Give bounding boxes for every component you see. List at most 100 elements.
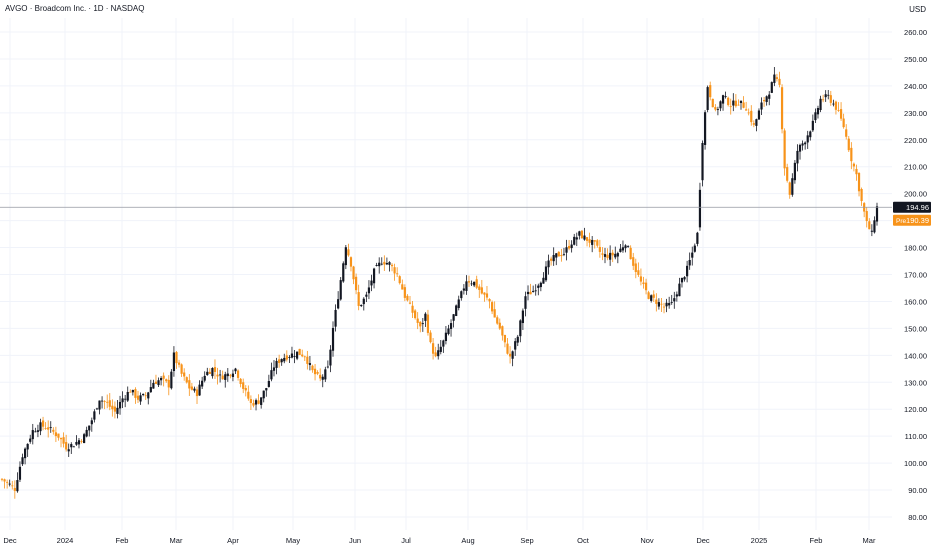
candle-body — [65, 442, 68, 450]
y-tick-label: 80.00 — [908, 513, 927, 522]
candle-body — [822, 99, 825, 101]
candle — [611, 249, 614, 263]
currency-label[interactable]: USD — [909, 5, 926, 14]
candle — [129, 389, 132, 393]
candle — [278, 354, 281, 368]
candle — [198, 380, 201, 396]
candle — [372, 267, 376, 289]
candle — [626, 245, 630, 248]
candle-body — [801, 143, 804, 146]
candle-body — [839, 109, 843, 119]
candle — [208, 368, 211, 374]
candle — [791, 173, 794, 197]
candle — [668, 296, 671, 309]
candle — [59, 437, 63, 448]
candle — [827, 89, 830, 100]
candle-body — [873, 220, 876, 233]
candle — [567, 239, 571, 251]
candle-body — [709, 85, 712, 98]
candle — [783, 128, 786, 176]
candle-body — [511, 351, 514, 359]
candle — [757, 108, 761, 120]
candle-body — [41, 420, 45, 427]
candle-body — [44, 428, 47, 429]
candle-body — [557, 251, 560, 257]
candle-body — [226, 373, 229, 377]
candle — [493, 301, 496, 318]
candle — [652, 290, 655, 303]
candle — [875, 202, 879, 226]
candle-body — [301, 354, 304, 357]
candle — [670, 294, 673, 305]
candle-body — [295, 351, 299, 359]
candle — [65, 434, 68, 452]
candle — [452, 313, 455, 328]
candle — [301, 349, 304, 358]
candle — [537, 283, 540, 296]
candle-body — [691, 252, 694, 258]
candle — [98, 400, 101, 415]
candle — [755, 118, 758, 132]
candle — [231, 369, 235, 382]
candle-body — [393, 267, 396, 274]
candle — [662, 302, 666, 314]
candle-body — [162, 375, 165, 379]
y-tick-label: 210.00 — [904, 163, 927, 172]
candle — [295, 351, 299, 361]
candle — [426, 309, 430, 336]
candle — [342, 261, 345, 283]
candle-body — [616, 253, 619, 257]
candle-body — [780, 87, 784, 130]
candle-body — [103, 401, 106, 402]
candle — [8, 479, 11, 487]
candle-body — [431, 343, 435, 354]
candle-body — [701, 142, 704, 181]
candle-body — [434, 352, 437, 357]
candle-body — [21, 457, 24, 465]
candle-body — [555, 253, 558, 258]
candle — [475, 275, 478, 290]
candle-body — [270, 370, 273, 380]
candle-body — [62, 437, 65, 444]
candle-body — [337, 299, 340, 309]
x-tick-label: Oct — [577, 536, 590, 545]
candle — [773, 67, 776, 87]
candle-body — [36, 430, 40, 432]
candle-body — [686, 265, 689, 277]
candle-body — [372, 268, 376, 284]
candle-body — [90, 420, 93, 425]
candle — [762, 97, 766, 107]
candle — [175, 350, 178, 369]
candle — [41, 416, 45, 431]
candle — [588, 232, 591, 248]
candle — [357, 284, 360, 311]
candle-body — [655, 299, 658, 304]
candle — [434, 346, 437, 358]
candle-body — [70, 444, 73, 448]
candle-body — [483, 292, 486, 295]
candle — [516, 334, 519, 347]
candle — [665, 298, 668, 313]
candle-body — [344, 247, 347, 266]
candle-body — [206, 371, 209, 376]
y-tick-label: 150.00 — [904, 324, 927, 333]
candle — [257, 394, 260, 405]
candle-body — [675, 294, 678, 297]
candle — [765, 95, 768, 106]
candle — [347, 243, 350, 257]
candle-body — [480, 287, 483, 294]
candle-body — [570, 244, 573, 249]
candle — [657, 298, 660, 310]
price-axis[interactable]: 80.00 90.00 100.00 110.00 120.00 130.00 140.00… — [904, 28, 927, 522]
time-axis[interactable]: Dec 2024 Feb Mar Apr May Jun Jul Aug Sep Oct Nov Dec… — [3, 536, 876, 545]
candle-body — [657, 302, 660, 307]
candle-body — [827, 94, 830, 96]
candle-body — [788, 182, 791, 195]
candle-body — [465, 281, 468, 291]
candle — [365, 291, 368, 303]
candle — [54, 426, 57, 443]
candle-body — [470, 283, 473, 285]
candle-body — [54, 432, 57, 437]
candle — [262, 390, 265, 403]
candle-body — [239, 378, 242, 384]
